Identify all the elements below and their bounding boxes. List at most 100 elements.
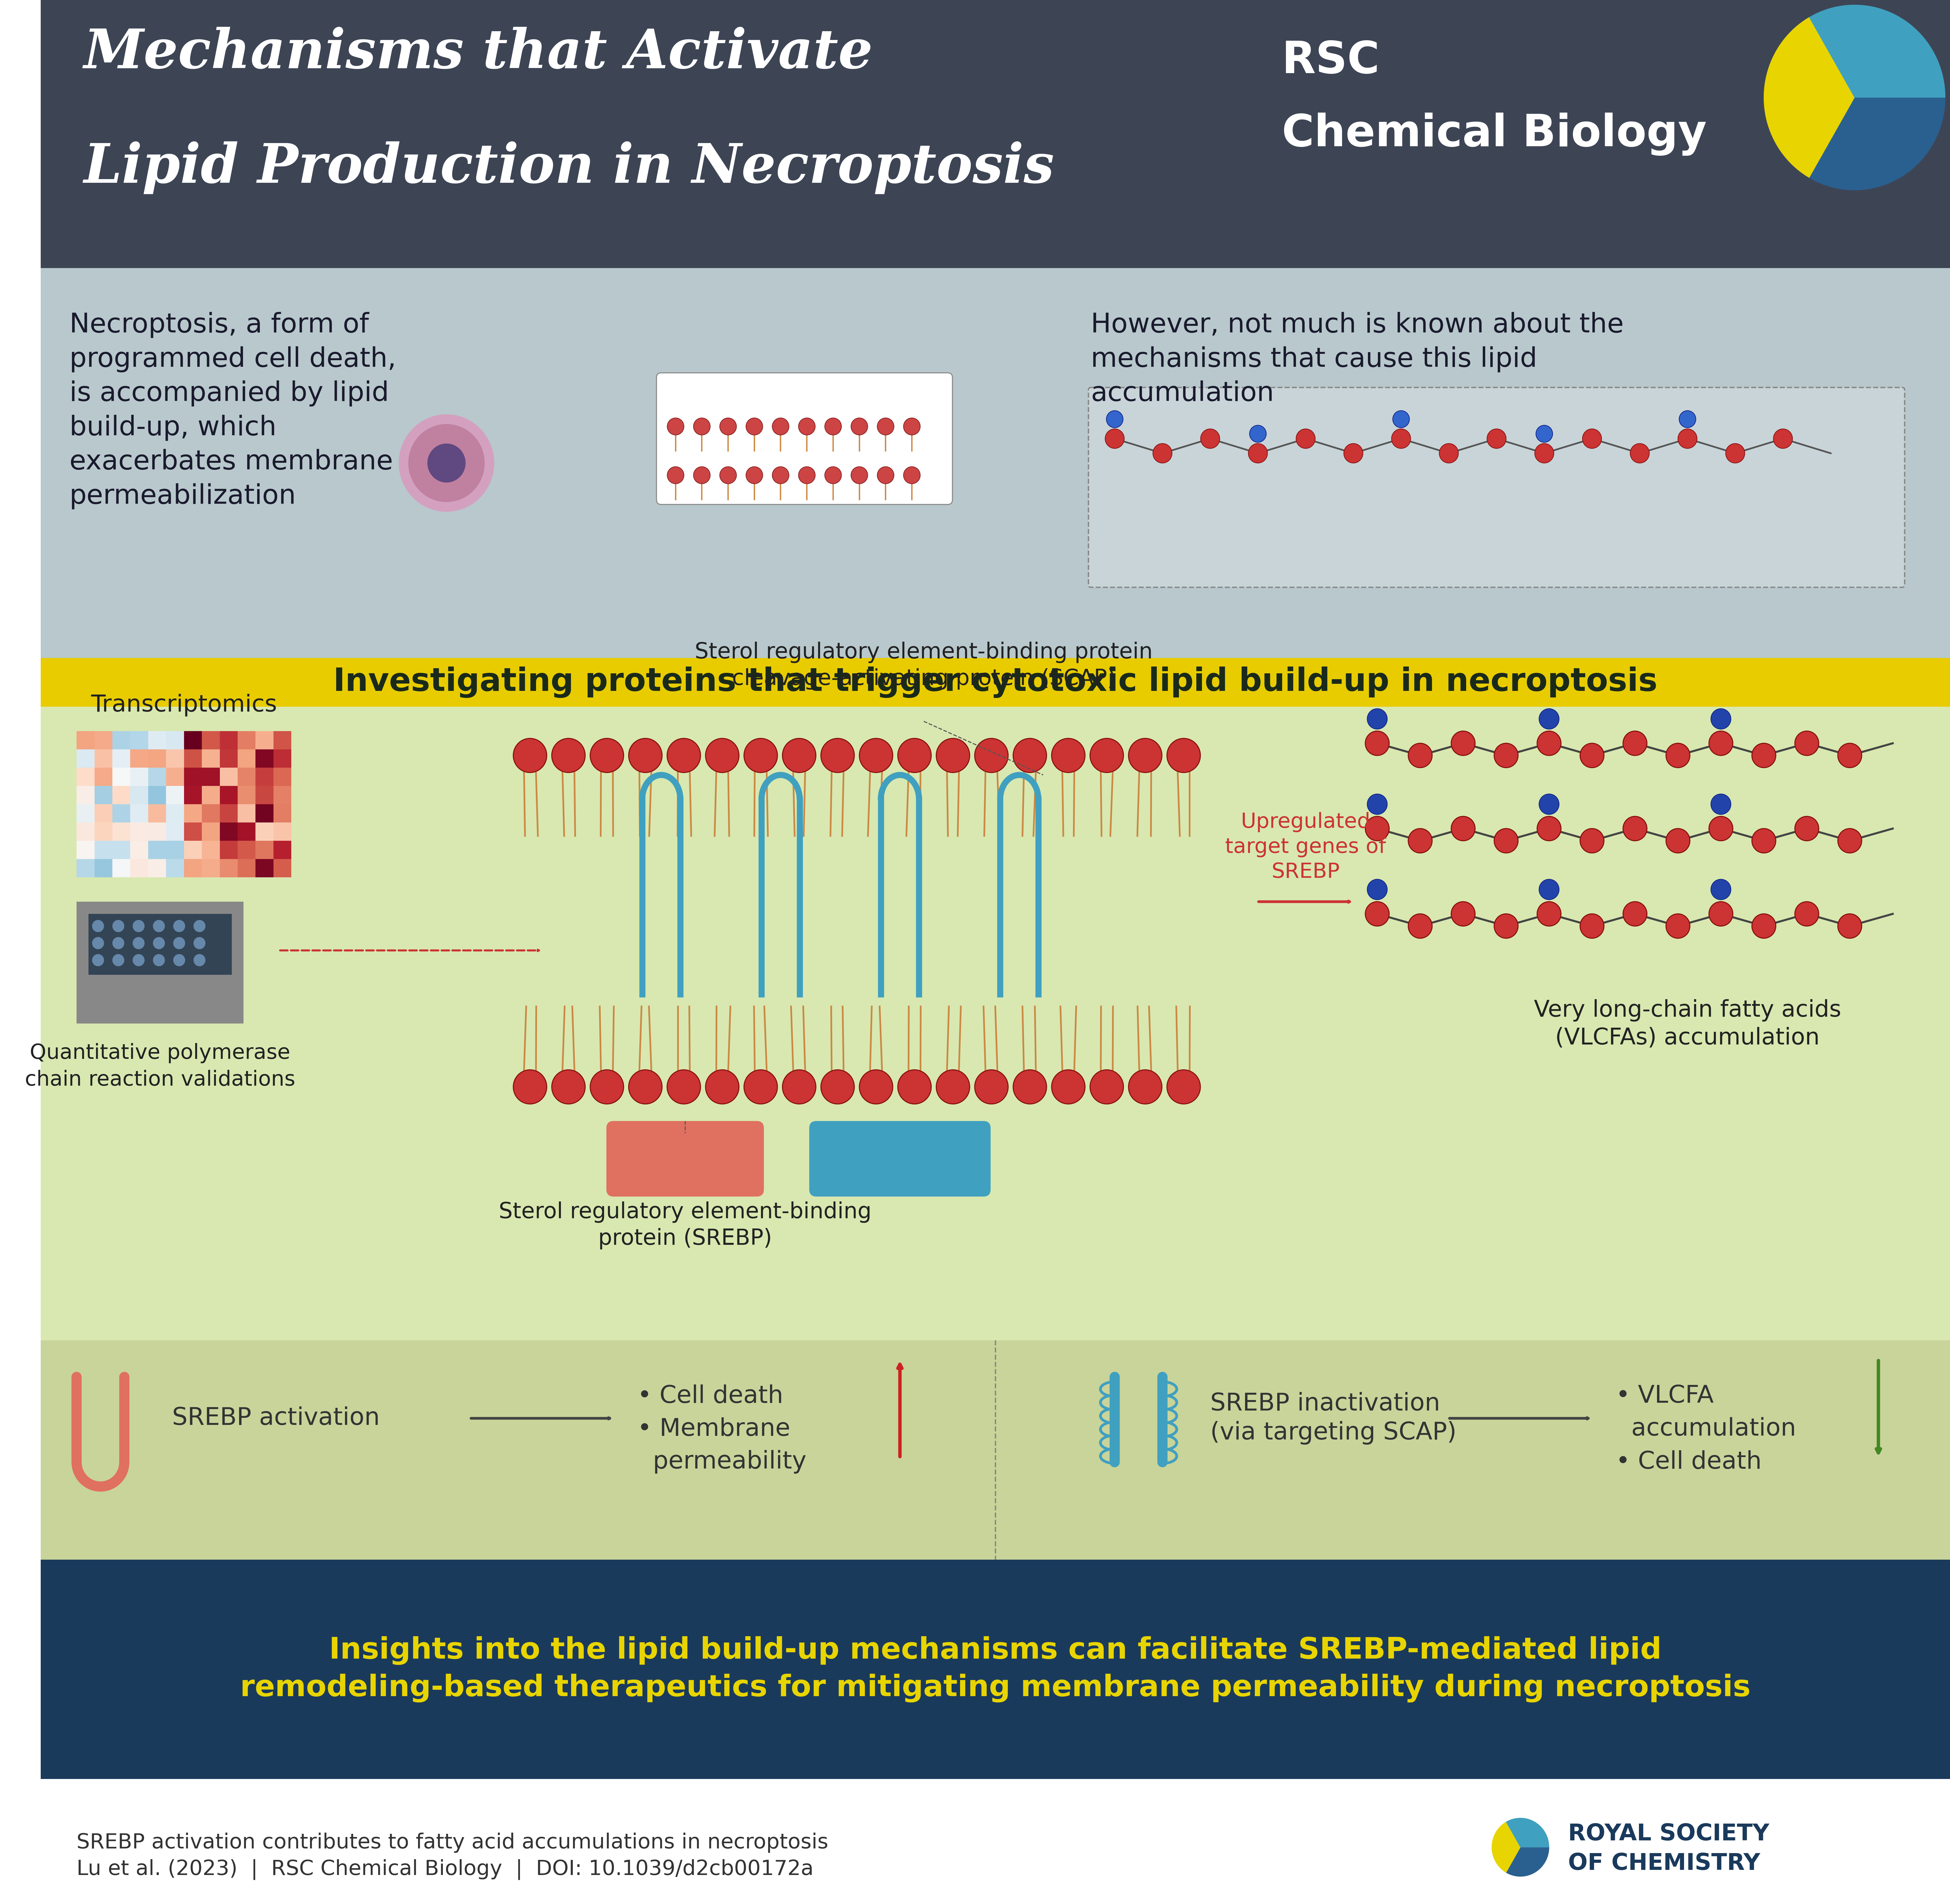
Circle shape [1539,708,1560,729]
Circle shape [1488,428,1505,449]
Bar [273,786,291,803]
Bar [273,750,291,767]
Circle shape [152,954,166,965]
Bar [76,823,94,842]
Circle shape [1408,743,1431,767]
Bar [94,750,113,767]
Bar [148,803,166,823]
Bar [131,767,148,786]
Text: Transcriptomics: Transcriptomics [92,693,277,716]
Bar [183,767,203,786]
Circle shape [1494,743,1517,767]
FancyBboxPatch shape [657,373,952,505]
Bar [131,731,148,750]
Circle shape [174,954,185,965]
Circle shape [1751,828,1776,853]
Circle shape [1129,739,1162,773]
Bar [255,767,273,786]
Circle shape [1166,1070,1201,1104]
Bar [76,786,94,803]
Bar [183,859,203,878]
Bar [203,842,220,859]
Polygon shape [1492,1822,1521,1872]
Bar [183,786,203,803]
Circle shape [850,419,868,434]
Circle shape [1106,428,1125,449]
Circle shape [747,419,762,434]
Bar [203,823,220,842]
Bar [238,859,255,878]
Circle shape [92,954,103,965]
Bar [220,786,238,803]
Bar [166,859,183,878]
Bar [220,731,238,750]
Circle shape [1580,828,1605,853]
Circle shape [1622,902,1648,925]
Bar [273,767,291,786]
Circle shape [1537,731,1562,756]
Circle shape [1014,739,1047,773]
Circle shape [174,920,185,933]
Circle shape [975,739,1008,773]
Bar [183,803,203,823]
Circle shape [903,419,920,434]
Text: Insights into the lipid build-up mechanisms can facilitate SREBP-mediated lipid
: Insights into the lipid build-up mechani… [240,1636,1751,1702]
Text: Investigating proteins that trigger cytotoxic lipid build-up in necroptosis: Investigating proteins that trigger cyto… [333,666,1657,699]
Bar [203,750,220,767]
Circle shape [152,920,166,933]
Circle shape [1622,817,1648,842]
Bar [94,786,113,803]
Bar [76,902,244,1024]
Bar [113,803,131,823]
Bar [148,750,166,767]
Circle shape [1679,411,1696,428]
Circle shape [1630,444,1650,463]
Circle shape [1537,817,1562,842]
Circle shape [745,1070,778,1104]
Bar [273,859,291,878]
Circle shape [513,739,546,773]
Bar [148,786,166,803]
Circle shape [1439,444,1459,463]
Bar [203,786,220,803]
Circle shape [1535,444,1554,463]
Circle shape [513,1070,546,1104]
Bar [148,731,166,750]
Bar [94,859,113,878]
Bar [131,803,148,823]
Circle shape [1408,828,1431,853]
Circle shape [1751,743,1776,767]
Circle shape [1837,743,1862,767]
Circle shape [1751,914,1776,939]
Bar [148,767,166,786]
Circle shape [720,466,737,484]
Bar [166,823,183,842]
Circle shape [1090,1070,1123,1104]
Circle shape [628,1070,663,1104]
Circle shape [591,1070,624,1104]
Circle shape [706,1070,739,1104]
Circle shape [1392,411,1410,428]
Circle shape [860,1070,893,1104]
Circle shape [1392,428,1410,449]
Circle shape [1794,817,1819,842]
Bar [220,750,238,767]
Bar [238,767,255,786]
Circle shape [936,1070,969,1104]
Bar [238,823,255,842]
Bar [183,842,203,859]
Bar [41,1778,1950,1904]
Circle shape [1365,817,1388,842]
Circle shape [850,466,868,484]
Circle shape [1014,1070,1047,1104]
Circle shape [1365,902,1388,925]
Circle shape [747,466,762,484]
Circle shape [193,954,205,965]
Circle shape [92,920,103,933]
Circle shape [745,739,778,773]
Circle shape [552,739,585,773]
Circle shape [133,954,144,965]
Text: Quantitative polymerase
chain reaction validations: Quantitative polymerase chain reaction v… [25,1043,294,1089]
Bar [255,731,273,750]
Circle shape [782,1070,815,1104]
